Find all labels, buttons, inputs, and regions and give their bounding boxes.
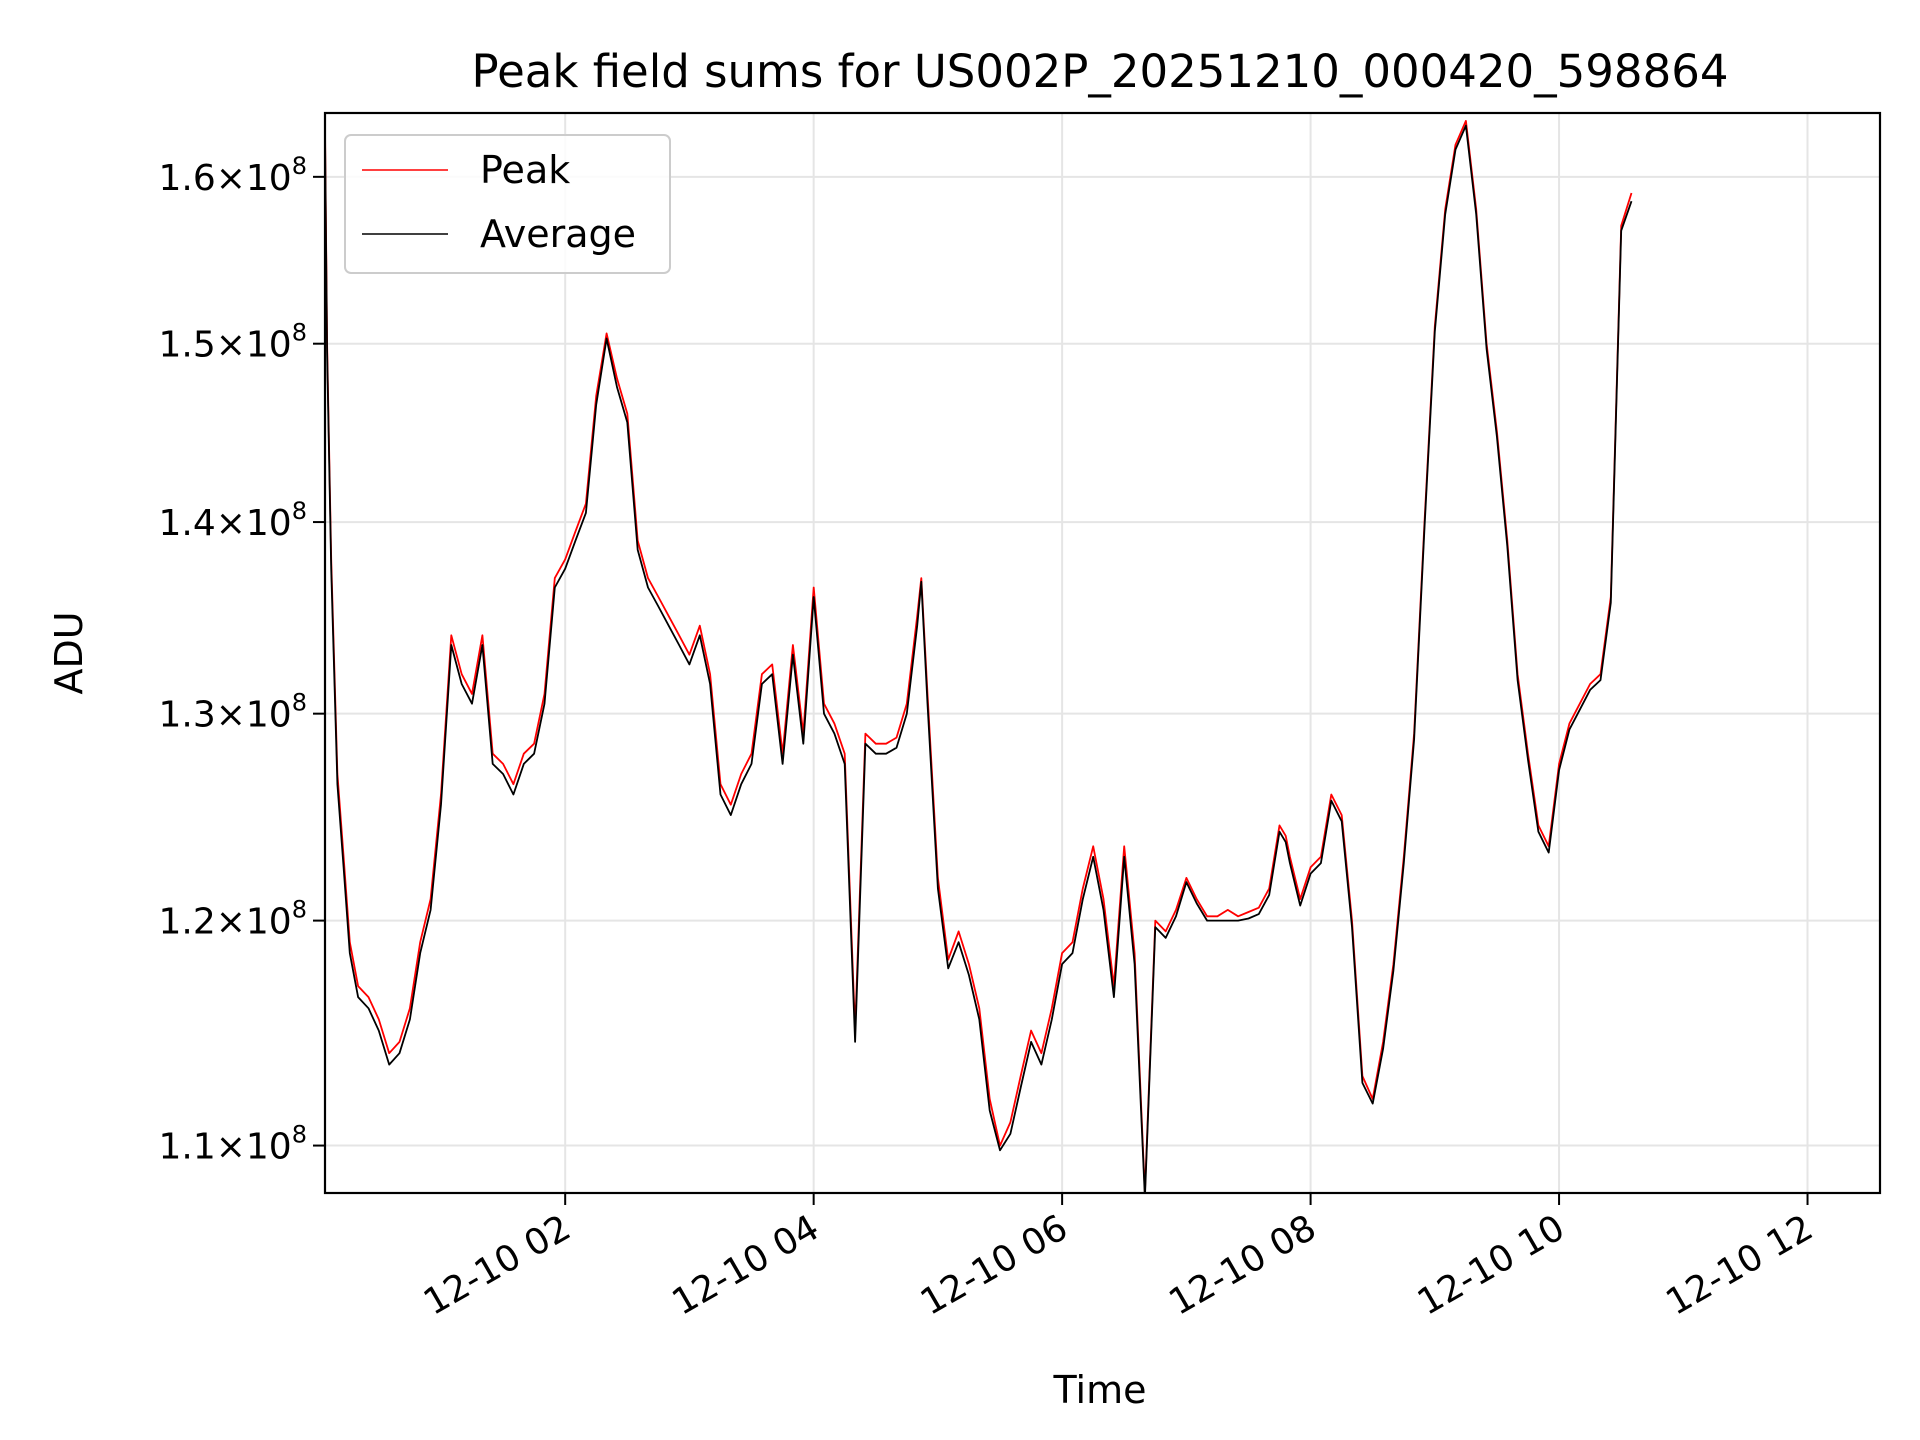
grid bbox=[325, 113, 1880, 1193]
legend-label-average: Average bbox=[480, 212, 636, 256]
legend: Peak Average bbox=[344, 134, 671, 274]
y-tick-label: 1.4×108 bbox=[158, 497, 307, 544]
y-tick-label: 1.1×108 bbox=[158, 1121, 307, 1168]
x-tick-label: 12-10 02 bbox=[417, 1207, 578, 1323]
legend-label-peak: Peak bbox=[480, 148, 570, 192]
y-axis-label: ADU bbox=[47, 611, 91, 694]
x-axis-ticks: 12-10 02 12-10 04 12-10 06 12-10 08 12-10 10… bbox=[417, 1193, 1820, 1324]
chart-title: Peak field sums for US002P_20251210_0004… bbox=[472, 45, 1729, 98]
x-tick-label: 12-10 08 bbox=[1162, 1207, 1323, 1323]
series-line-peak bbox=[325, 120, 1633, 1193]
x-tick-label: 12-10 06 bbox=[914, 1207, 1075, 1323]
series-line-average bbox=[325, 124, 1633, 1193]
x-tick-label: 12-10 10 bbox=[1411, 1207, 1572, 1323]
y-tick-label: 1.3×108 bbox=[158, 689, 307, 736]
y-tick-label: 1.5×108 bbox=[158, 319, 307, 366]
x-tick-label: 12-10 04 bbox=[665, 1207, 826, 1323]
x-tick-label: 12-10 12 bbox=[1659, 1207, 1820, 1323]
y-tick-label: 1.2×108 bbox=[158, 896, 307, 943]
x-axis-label: Time bbox=[1053, 1368, 1147, 1412]
y-axis-ticks: 1.1×108 1.2×108 1.3×108 1.4×108 1.5×108 1.6×1… bbox=[158, 152, 325, 1168]
series-lines bbox=[325, 120, 1633, 1193]
plot-frame bbox=[323, 111, 1882, 1195]
y-tick-label: 1.6×108 bbox=[158, 152, 307, 199]
